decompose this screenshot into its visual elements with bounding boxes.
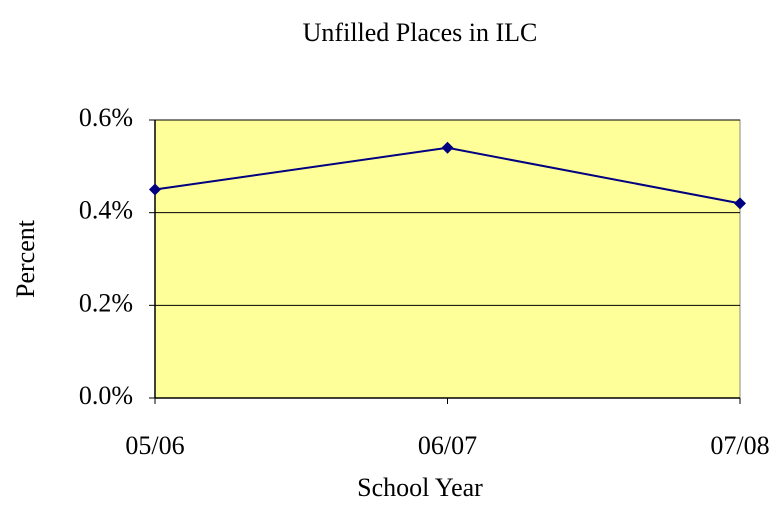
x-axis-label: School Year [357,473,483,502]
chart-title: Unfilled Places in ILC [303,18,538,47]
data-point [149,183,161,196]
y-tick-label: 0.4% [79,196,133,225]
y-tick-label: 0.0% [79,381,133,410]
data-point [734,197,746,210]
y-tick-label: 0.6% [79,103,133,132]
y-axis-label: Percent [11,219,40,298]
plot-area [154,119,741,399]
data-point [441,141,454,154]
x-tick-label: 07/08 [710,431,769,460]
x-tick-label: 06/07 [418,431,477,460]
y-tick-label: 0.2% [79,288,133,317]
x-tick-label: 05/06 [125,431,184,460]
